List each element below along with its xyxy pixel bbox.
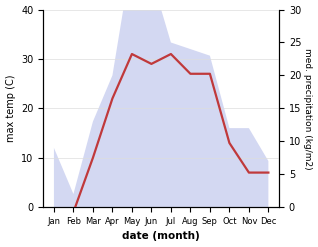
X-axis label: date (month): date (month) <box>122 231 200 242</box>
Y-axis label: med. precipitation (kg/m2): med. precipitation (kg/m2) <box>303 48 313 169</box>
Y-axis label: max temp (C): max temp (C) <box>5 75 16 142</box>
